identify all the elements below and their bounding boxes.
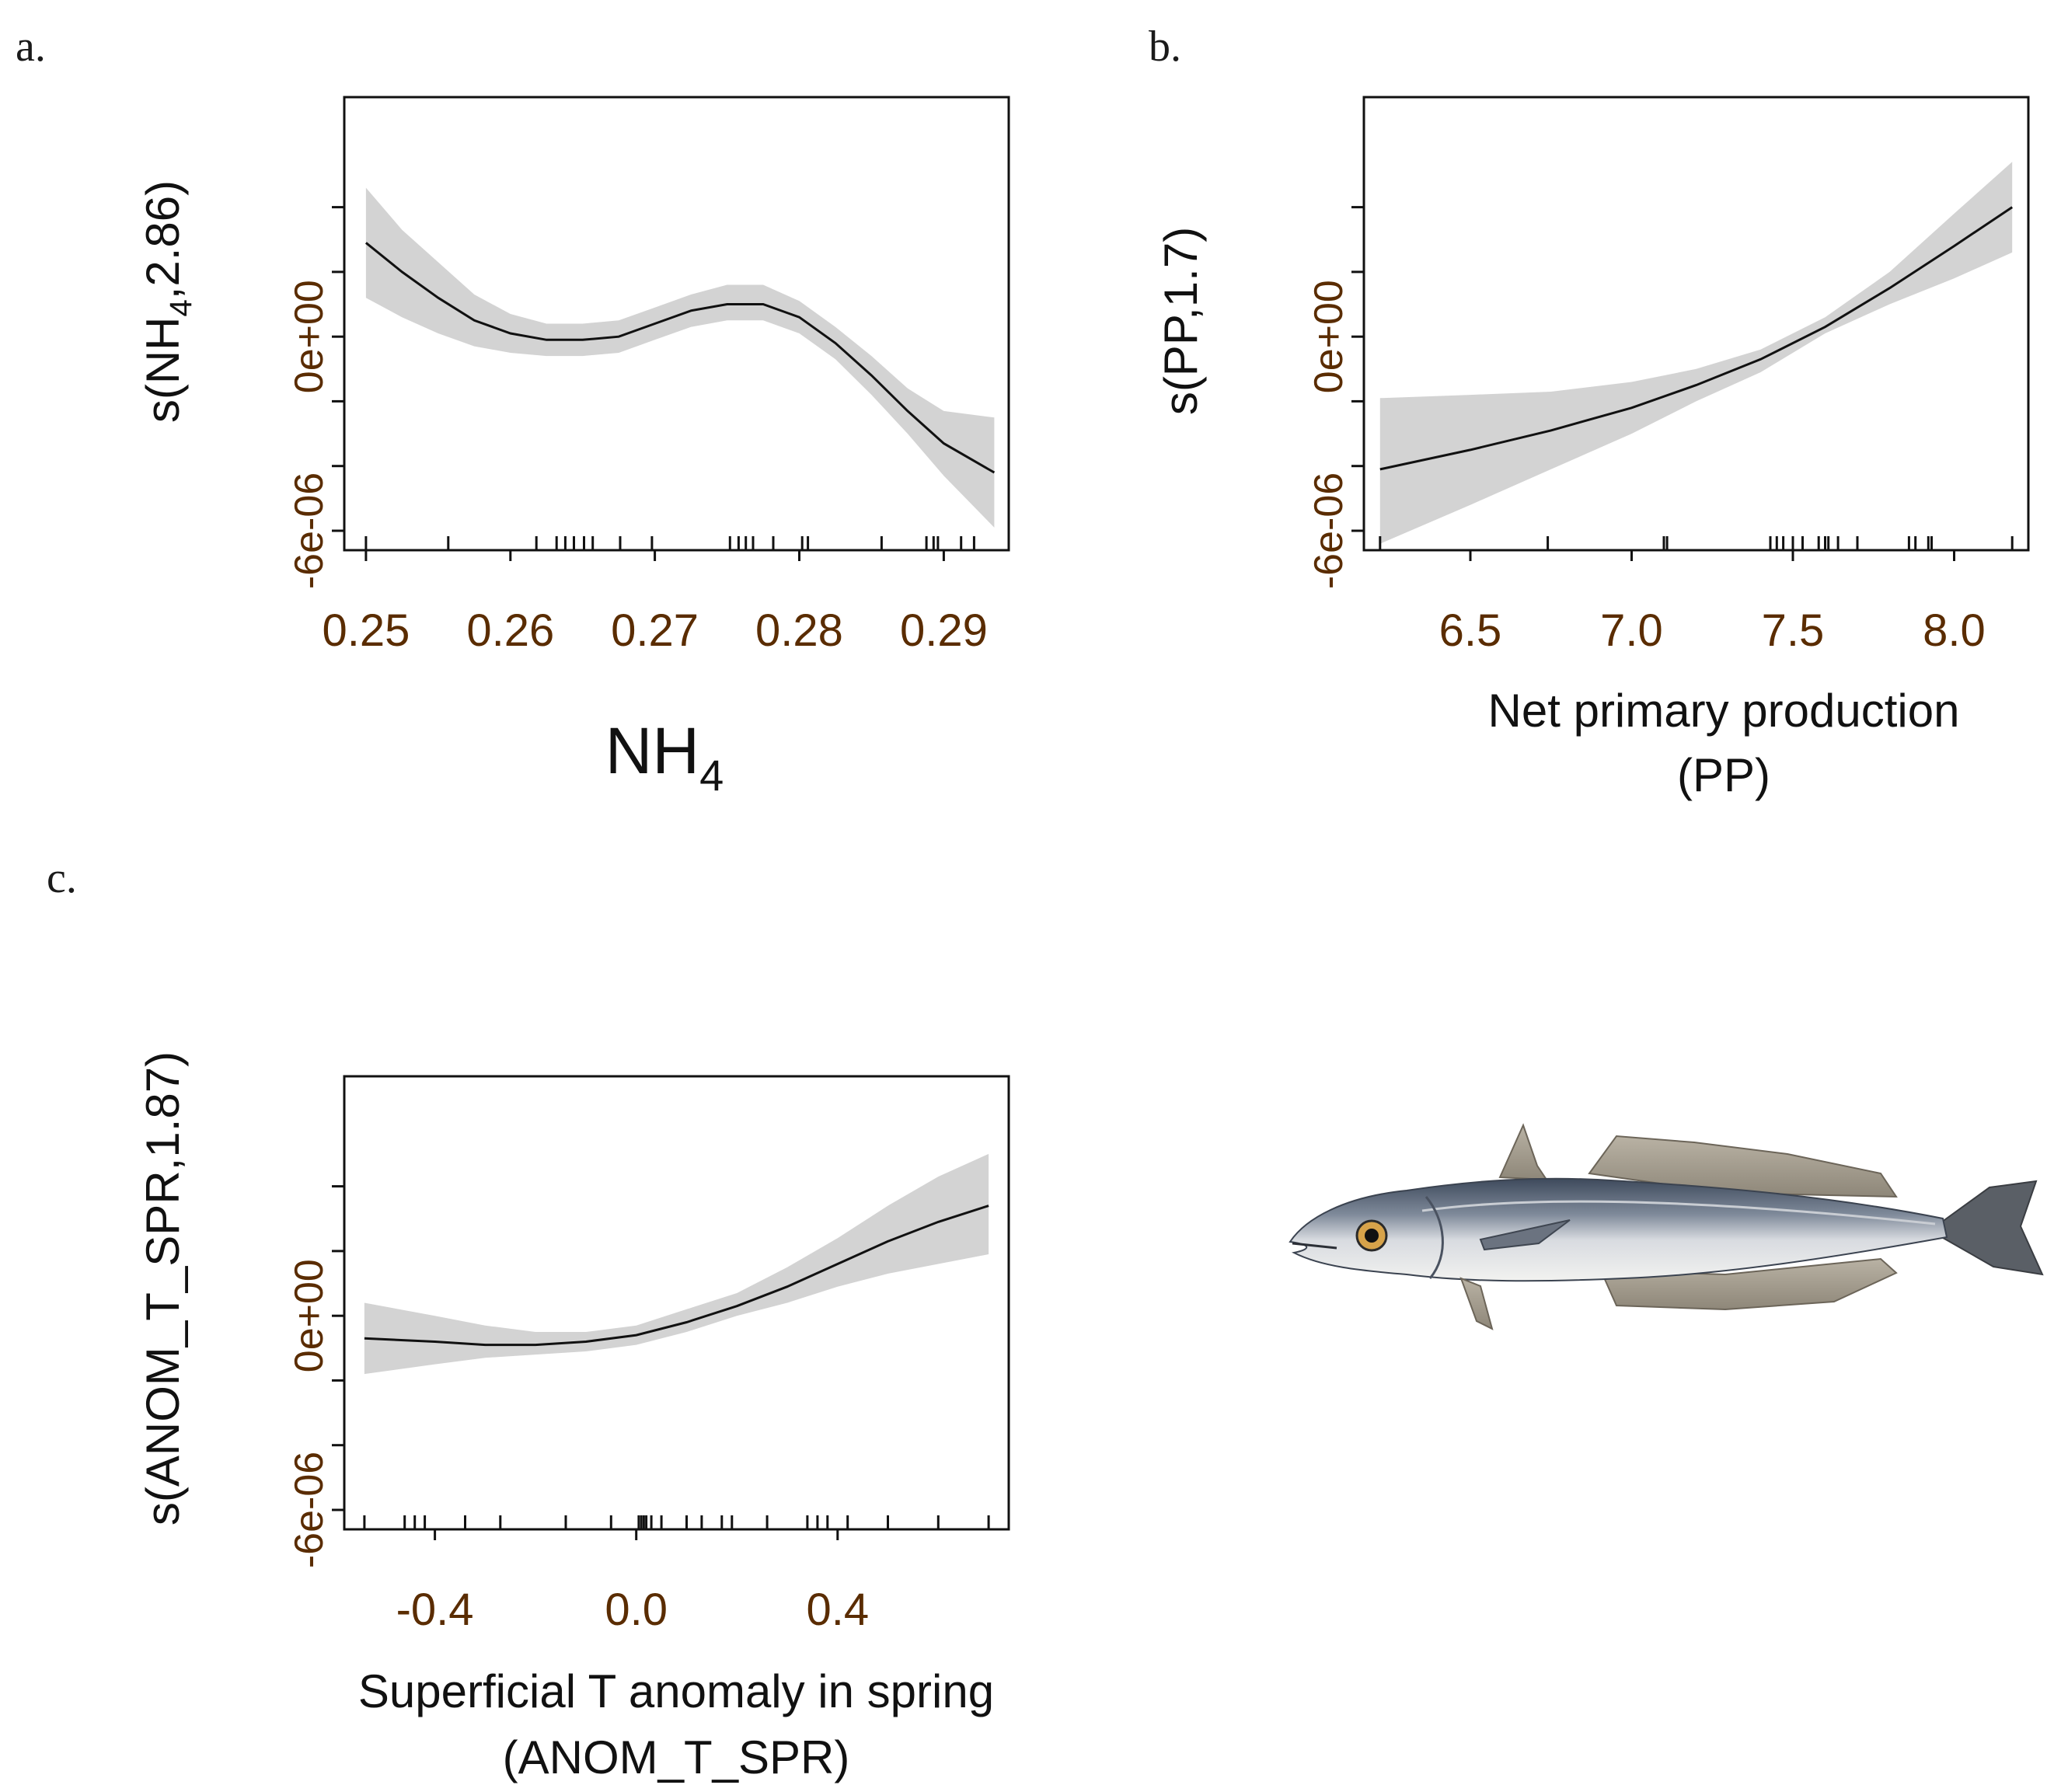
x-tick-label: -0.4	[396, 1585, 474, 1635]
x-tick-label: 7.0	[1600, 605, 1663, 656]
x-axis-label-c-line2: (ANOM_T_SPR)	[503, 1731, 850, 1783]
smooth-curve	[1379, 206, 2014, 471]
x-tick-label: 0.4	[806, 1585, 869, 1635]
x-tick-label: 0.28	[755, 605, 843, 656]
y-tick-label: -6e-06	[1306, 472, 1351, 589]
x-axis-label-c: Superficial T anomaly in spring	[358, 1665, 994, 1717]
x-tick-label: 7.5	[1762, 605, 1825, 656]
x-tick-label: 8.0	[1923, 605, 1986, 656]
plot-frame-c	[343, 1075, 1010, 1531]
x-tick-label: 0.26	[466, 605, 554, 656]
x-tick-label: 0.29	[900, 605, 988, 656]
confidence-band	[364, 1153, 989, 1375]
x-tick-label: 0.27	[611, 605, 699, 656]
y-tick-label: 0e+00	[287, 280, 332, 393]
x-axis-label-a: NH4	[605, 714, 724, 800]
plot-frame-a	[343, 96, 1010, 552]
y-tick-label: -6e-06	[287, 1452, 332, 1568]
y-axis-label-b: s(PP,1.7)	[1155, 227, 1207, 415]
y-tick-label: 0e+00	[1306, 280, 1351, 393]
plot-frame-b	[1362, 96, 2030, 552]
x-axis-label-b-line2: (PP)	[1677, 749, 1770, 801]
confidence-band	[365, 187, 995, 528]
smooth-curve	[364, 242, 996, 474]
panel-letter-a: a.	[16, 23, 46, 71]
panel-letter-b: b.	[1149, 23, 1181, 71]
confidence-band	[1379, 162, 2013, 544]
smooth-curve	[364, 1205, 989, 1347]
x-tick-label: 0.0	[605, 1585, 668, 1635]
chart-panel-a: 0.25 0.26 0.27 0.28 0.29 -6e-06 0e+00 NH4 s(N…	[137, 96, 1010, 800]
panel-letter-c: c.	[47, 854, 77, 902]
y-axis-label-a: s(NH4,2.86)	[137, 180, 198, 423]
x-axis-label-b: Net primary production	[1488, 685, 1960, 737]
chart-panel-b: 6.5 7.0 7.5 8.0 -6e-06 0e+00 Net primary pro…	[1155, 96, 2030, 801]
y-tick-label: -6e-06	[287, 472, 332, 589]
x-tick-label: 6.5	[1439, 605, 1502, 656]
y-tick-label: 0e+00	[287, 1259, 332, 1372]
y-axis-label-c: s(ANOM_T_SPR,1.87)	[137, 1051, 189, 1525]
hake-fish-illustration	[1289, 1123, 2044, 1330]
x-tick-label: 0.25	[322, 605, 410, 656]
chart-panel-c: -0.4 0.0 0.4 -6e-06 0e+00 Superficial T ano…	[137, 1051, 1010, 1783]
